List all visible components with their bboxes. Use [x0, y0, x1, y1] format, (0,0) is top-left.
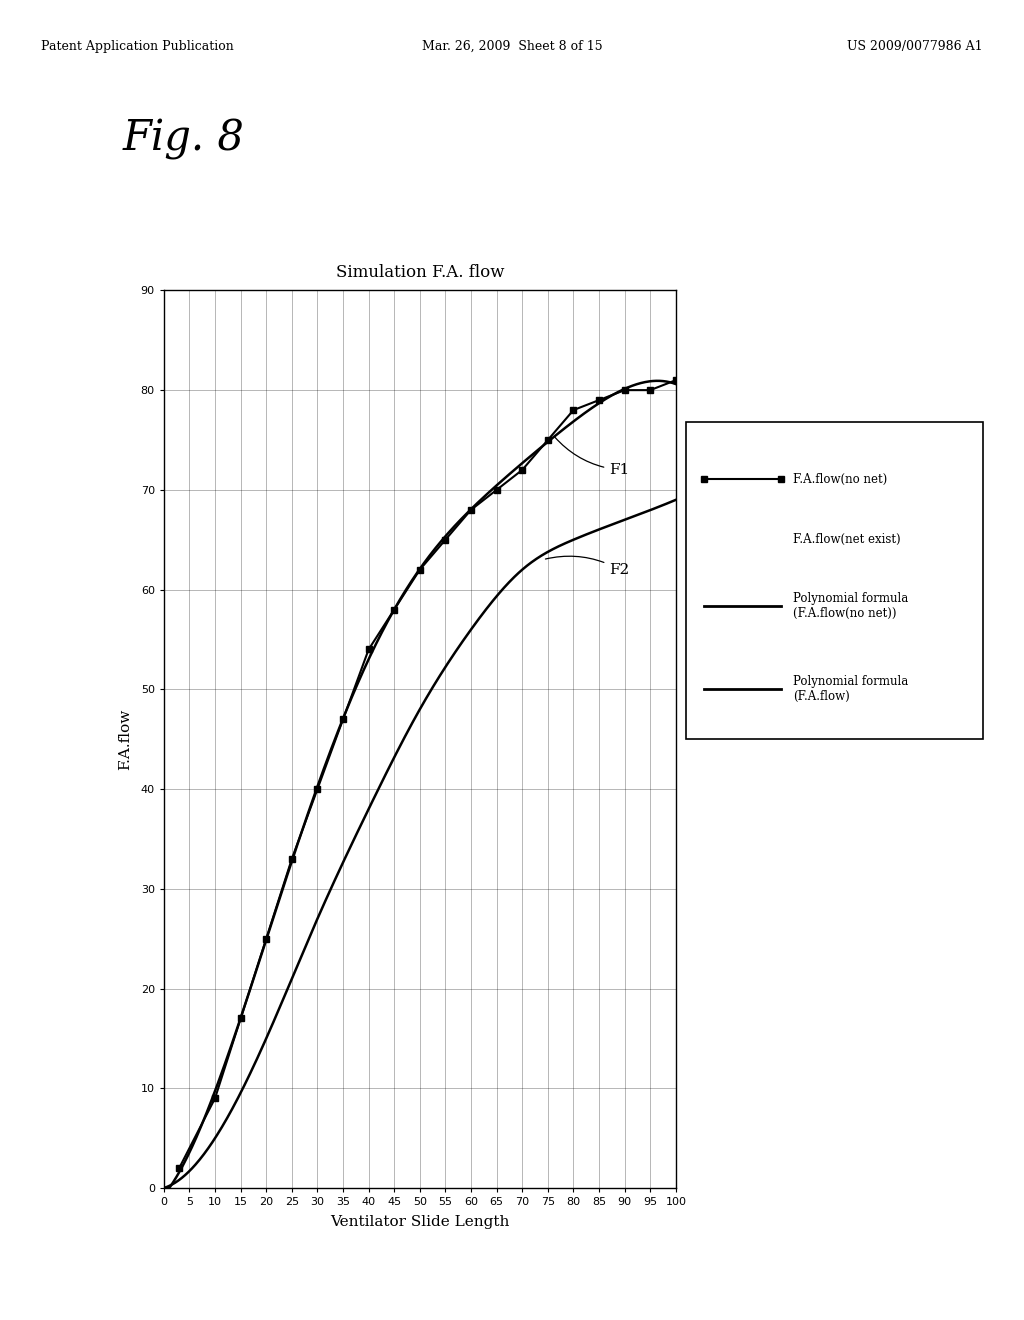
Y-axis label: F.A.flow: F.A.flow — [119, 709, 132, 770]
Text: F.A.flow(net exist): F.A.flow(net exist) — [793, 533, 901, 546]
Title: Simulation F.A. flow: Simulation F.A. flow — [336, 264, 504, 281]
Text: F2: F2 — [546, 556, 630, 577]
Text: Mar. 26, 2009  Sheet 8 of 15: Mar. 26, 2009 Sheet 8 of 15 — [422, 40, 602, 53]
Text: US 2009/0077986 A1: US 2009/0077986 A1 — [848, 40, 983, 53]
Text: Fig. 8: Fig. 8 — [123, 117, 245, 160]
FancyBboxPatch shape — [686, 422, 983, 739]
X-axis label: Ventilator Slide Length: Ventilator Slide Length — [330, 1216, 510, 1229]
Text: Polynomial formula
(F.A.flow): Polynomial formula (F.A.flow) — [793, 675, 908, 702]
Text: Polynomial formula
(F.A.flow(no net)): Polynomial formula (F.A.flow(no net)) — [793, 593, 908, 620]
Text: Patent Application Publication: Patent Application Publication — [41, 40, 233, 53]
Text: F.A.flow(no net): F.A.flow(no net) — [793, 473, 887, 486]
Text: F1: F1 — [555, 437, 630, 477]
